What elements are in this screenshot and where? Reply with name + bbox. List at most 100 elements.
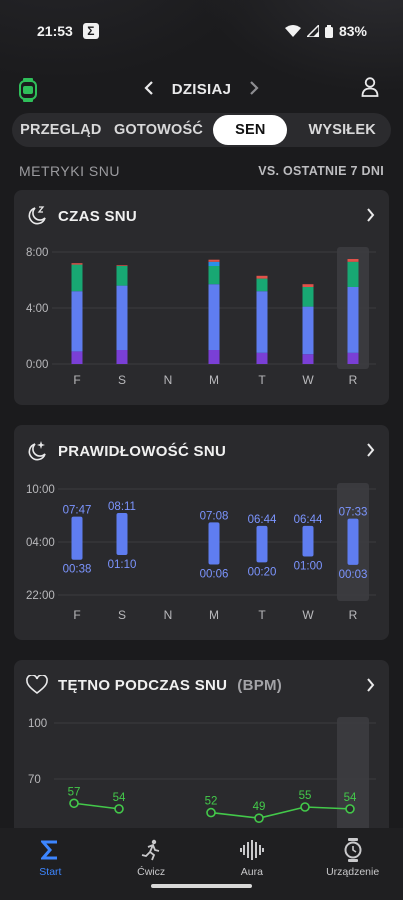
bar-segment-awake xyxy=(71,263,83,265)
y-tick-label: 70 xyxy=(28,774,41,786)
hr-point xyxy=(254,813,264,823)
tab-readiness[interactable]: GOTOWOŚĆ xyxy=(113,122,204,138)
x-tick-label: R xyxy=(349,608,358,622)
x-tick-label: M xyxy=(209,373,219,387)
x-tick-label: S xyxy=(118,373,126,387)
hr-value-label: 49 xyxy=(253,801,266,813)
sleep-hr-card[interactable]: TĘTNO PODCZAS SNU (BPM) 100 70 57 54 52 49 55 5… xyxy=(14,660,389,850)
watch-icon xyxy=(344,838,362,862)
bar-segment-awake2 xyxy=(208,261,220,266)
nav-device[interactable]: Urządzenie xyxy=(302,828,403,900)
sleep-hr-title: TĘTNO PODCZAS SNU xyxy=(58,676,228,694)
battery-icon xyxy=(324,24,333,38)
x-tick-label: T xyxy=(258,608,266,622)
bedtime-label: 00:03 xyxy=(339,569,368,581)
bedtime-label: 00:38 xyxy=(63,564,92,576)
watch-icon[interactable] xyxy=(19,78,37,102)
hr-point xyxy=(300,802,310,812)
nav-aura-label: Aura xyxy=(240,866,263,878)
bedtime-label: 00:20 xyxy=(248,566,277,578)
gesture-bar xyxy=(151,884,252,888)
x-tick-label: N xyxy=(164,608,173,622)
y-tick-label: 10:00 xyxy=(26,484,55,496)
heart-icon xyxy=(26,675,48,695)
sleep-time-title: CZAS SNU xyxy=(58,207,138,225)
bar-segment-rem xyxy=(256,278,268,292)
user-icon[interactable] xyxy=(361,77,379,97)
bar-segment-rem xyxy=(71,264,83,292)
nav-exercise-label: Ćwicz xyxy=(137,866,166,878)
tab-overview[interactable]: PRZEGLĄD xyxy=(20,122,102,138)
battery-percent: 83% xyxy=(338,23,367,39)
next-day-button[interactable] xyxy=(249,79,259,100)
nav-aura[interactable]: Aura xyxy=(202,828,303,900)
bar-segment-rem xyxy=(208,266,220,285)
wifi-icon xyxy=(284,25,301,37)
chevron-right-icon[interactable] xyxy=(366,678,375,692)
hr-value-label: 54 xyxy=(344,792,357,804)
bar-segment-light xyxy=(208,284,220,350)
y-tick-label: 100 xyxy=(28,718,47,730)
status-right: 83% xyxy=(284,23,367,39)
app-notification-icon: Σ xyxy=(82,23,99,39)
tab-sleep[interactable]: SEN xyxy=(213,115,288,145)
nav-start[interactable]: Start xyxy=(0,828,101,900)
bar-segment-light xyxy=(116,285,128,350)
chevron-right-icon[interactable] xyxy=(366,443,375,457)
bar-segment-rem xyxy=(116,266,128,286)
sleep-time-card[interactable]: CZAS SNU 8:00 4:00 0:00 F S N M T W R xyxy=(14,190,389,405)
bar-segment-deep xyxy=(208,350,220,364)
x-tick-label: F xyxy=(73,373,80,387)
hr-value-label: 57 xyxy=(68,786,81,798)
compare-period[interactable]: VS. OSTATNIE 7 DNI xyxy=(258,164,384,178)
wake-time-label: 06:44 xyxy=(248,514,277,526)
date-navigator: DZISIAJ xyxy=(144,79,260,100)
nav-exercise[interactable]: Ćwicz xyxy=(101,828,202,900)
y-tick-label: 4:00 xyxy=(26,303,48,315)
section-title: METRYKI SNU xyxy=(19,163,120,179)
bar-segment-light xyxy=(256,291,268,353)
y-tick-label: 8:00 xyxy=(26,247,48,259)
tab-effort[interactable]: WYSIŁEK xyxy=(308,122,376,138)
nav-start-label: Start xyxy=(39,866,62,878)
hr-point xyxy=(69,798,79,809)
sleep-regularity-card[interactable]: PRAWIDŁOWOŚĆ SNU 10:00 04:00 22:00 F 07:47 00… xyxy=(14,425,389,640)
x-tick-label: S xyxy=(118,608,126,622)
x-tick-label: W xyxy=(302,608,314,622)
prev-day-button[interactable] xyxy=(144,79,154,100)
x-tick-label: W xyxy=(302,373,314,387)
x-tick-label: T xyxy=(258,373,266,387)
bar-segment-deep xyxy=(116,350,128,364)
bar-segment-awake xyxy=(256,275,268,279)
sleep-time-title-row: CZAS SNU xyxy=(26,205,137,227)
hr-value-label: 55 xyxy=(299,790,312,802)
nav-device-label: Urządzenie xyxy=(326,866,380,878)
status-time: 21:53 xyxy=(37,23,73,39)
date-label[interactable]: DZISIAJ xyxy=(171,80,232,98)
signal-icon xyxy=(306,25,319,37)
hr-point xyxy=(114,804,124,814)
sleep-regularity-title-row: PRAWIDŁOWOŚĆ SNU xyxy=(26,440,226,462)
chevron-right-icon xyxy=(250,80,259,95)
bar-segment-light xyxy=(302,306,314,355)
wake-time-label: 07:33 xyxy=(339,507,368,519)
bar-segment-deep xyxy=(256,352,268,364)
status-bar: 21:53 Σ 83% xyxy=(0,0,403,62)
sigma-icon xyxy=(41,840,58,860)
sleep-hr-chart: 100 70 57 54 52 49 55 54 xyxy=(28,717,376,850)
range-bar xyxy=(256,525,268,563)
bar-segment-deep xyxy=(347,352,359,364)
range-bar xyxy=(71,516,83,560)
bar-segment-deep xyxy=(71,351,83,364)
header: DZISIAJ xyxy=(0,74,403,104)
bar-segment-awake xyxy=(208,259,220,262)
chevron-right-icon[interactable] xyxy=(366,208,375,222)
sleep-hr-title-row: TĘTNO PODCZAS SNU (BPM) xyxy=(26,675,282,695)
moon-star-icon xyxy=(28,441,46,461)
aura-icon xyxy=(239,840,264,860)
bar-segment-light xyxy=(71,291,83,352)
range-bar xyxy=(116,513,128,556)
bar-segment-awake xyxy=(302,284,314,287)
sleep-hr-unit: (BPM) xyxy=(237,676,283,694)
y-tick-label: 22:00 xyxy=(26,590,55,602)
